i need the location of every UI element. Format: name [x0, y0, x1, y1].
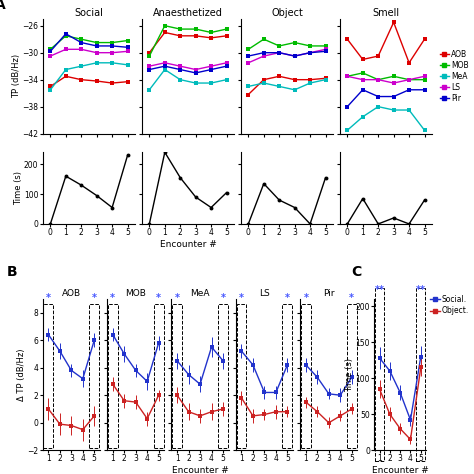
Title: Anaesthetized: Anaesthetized	[153, 8, 223, 18]
Legend: AOB, MOB, MeA, LS, Pir: AOB, MOB, MeA, LS, Pir	[440, 50, 469, 102]
Bar	[375, 288, 384, 461]
Bar	[154, 304, 164, 448]
Text: C: C	[351, 265, 361, 280]
Bar	[218, 304, 228, 448]
Text: A: A	[0, 0, 5, 12]
Title: MOB: MOB	[125, 289, 146, 298]
Bar	[301, 304, 311, 448]
Bar	[283, 304, 292, 448]
Text: **: **	[416, 285, 426, 295]
Text: **: **	[374, 285, 384, 295]
Y-axis label: Time (s): Time (s)	[14, 171, 23, 205]
Title: MeA: MeA	[191, 289, 210, 298]
Text: *: *	[303, 293, 309, 303]
Text: *: *	[46, 293, 51, 303]
Bar	[108, 304, 118, 448]
Text: *: *	[174, 293, 180, 303]
Title: LS: LS	[259, 289, 270, 298]
Title: Object: Object	[271, 8, 303, 18]
Bar	[416, 288, 425, 461]
Y-axis label: Time (s): Time (s)	[345, 357, 354, 392]
Text: *: *	[110, 293, 115, 303]
Bar	[347, 304, 356, 448]
Text: *: *	[156, 293, 161, 303]
Y-axis label: Δ TP (dB/Hz): Δ TP (dB/Hz)	[17, 348, 26, 401]
Title: AOB: AOB	[62, 289, 81, 298]
Text: *: *	[220, 293, 226, 303]
Bar	[44, 304, 54, 448]
Bar	[90, 304, 99, 448]
Legend: Social., Object.: Social., Object.	[430, 295, 469, 315]
Title: Pir: Pir	[323, 289, 335, 298]
Text: *: *	[285, 293, 290, 303]
Title: Social: Social	[74, 8, 103, 18]
Text: B: B	[7, 265, 18, 280]
Y-axis label: TP (dB/Hz): TP (dB/Hz)	[12, 54, 21, 99]
Text: *: *	[92, 293, 97, 303]
Bar	[172, 304, 182, 448]
X-axis label: Encounter #: Encounter #	[160, 240, 216, 249]
X-axis label: Encounter #: Encounter #	[172, 466, 228, 474]
Title: Smell: Smell	[373, 8, 400, 18]
Text: *: *	[349, 293, 354, 303]
X-axis label: Encounter #: Encounter #	[372, 466, 428, 474]
Text: *: *	[239, 293, 244, 303]
Bar	[237, 304, 246, 448]
